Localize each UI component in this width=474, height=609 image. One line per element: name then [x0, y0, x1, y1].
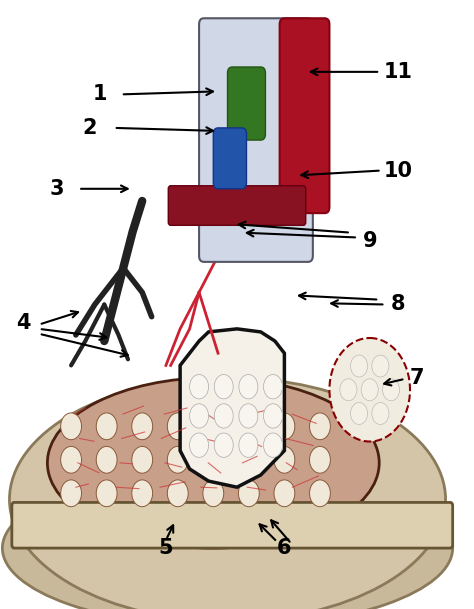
- Text: 2: 2: [83, 118, 97, 138]
- Text: 7: 7: [410, 368, 424, 387]
- Circle shape: [350, 355, 368, 377]
- Circle shape: [61, 446, 82, 473]
- Circle shape: [274, 446, 295, 473]
- Circle shape: [96, 446, 117, 473]
- Circle shape: [264, 375, 283, 399]
- Circle shape: [96, 480, 117, 507]
- Text: 9: 9: [363, 231, 377, 250]
- Circle shape: [132, 413, 153, 440]
- Circle shape: [239, 433, 258, 457]
- Text: 5: 5: [159, 538, 173, 558]
- Circle shape: [239, 375, 258, 399]
- Circle shape: [264, 433, 283, 457]
- Circle shape: [190, 433, 209, 457]
- Circle shape: [132, 480, 153, 507]
- FancyBboxPatch shape: [280, 18, 329, 213]
- Circle shape: [238, 446, 259, 473]
- Circle shape: [203, 480, 224, 507]
- FancyBboxPatch shape: [168, 186, 306, 225]
- Circle shape: [238, 480, 259, 507]
- Circle shape: [167, 413, 188, 440]
- Circle shape: [214, 404, 233, 428]
- Text: 10: 10: [383, 161, 413, 180]
- Text: 3: 3: [50, 179, 64, 199]
- Ellipse shape: [2, 469, 453, 609]
- Circle shape: [310, 413, 330, 440]
- Circle shape: [350, 403, 368, 424]
- Circle shape: [203, 446, 224, 473]
- Circle shape: [214, 433, 233, 457]
- Circle shape: [167, 480, 188, 507]
- Circle shape: [372, 355, 389, 377]
- Circle shape: [203, 413, 224, 440]
- Circle shape: [132, 446, 153, 473]
- Polygon shape: [180, 329, 284, 487]
- FancyBboxPatch shape: [213, 128, 246, 189]
- Circle shape: [274, 480, 295, 507]
- FancyBboxPatch shape: [199, 18, 313, 262]
- Circle shape: [214, 375, 233, 399]
- Circle shape: [61, 413, 82, 440]
- Circle shape: [61, 480, 82, 507]
- Circle shape: [361, 379, 378, 401]
- FancyBboxPatch shape: [228, 67, 265, 140]
- Circle shape: [238, 413, 259, 440]
- Circle shape: [96, 413, 117, 440]
- Text: 1: 1: [92, 85, 107, 104]
- Text: 4: 4: [17, 313, 31, 333]
- Text: 8: 8: [391, 295, 405, 314]
- Circle shape: [383, 379, 400, 401]
- Circle shape: [310, 446, 330, 473]
- Circle shape: [340, 379, 357, 401]
- Circle shape: [329, 338, 410, 442]
- Circle shape: [372, 403, 389, 424]
- Circle shape: [274, 413, 295, 440]
- Ellipse shape: [9, 378, 446, 609]
- Circle shape: [167, 446, 188, 473]
- Circle shape: [190, 375, 209, 399]
- Text: 11: 11: [383, 62, 413, 82]
- Circle shape: [239, 404, 258, 428]
- Circle shape: [190, 404, 209, 428]
- FancyBboxPatch shape: [12, 502, 453, 548]
- Circle shape: [310, 480, 330, 507]
- Circle shape: [264, 404, 283, 428]
- Text: 6: 6: [277, 538, 292, 558]
- Ellipse shape: [47, 378, 379, 548]
